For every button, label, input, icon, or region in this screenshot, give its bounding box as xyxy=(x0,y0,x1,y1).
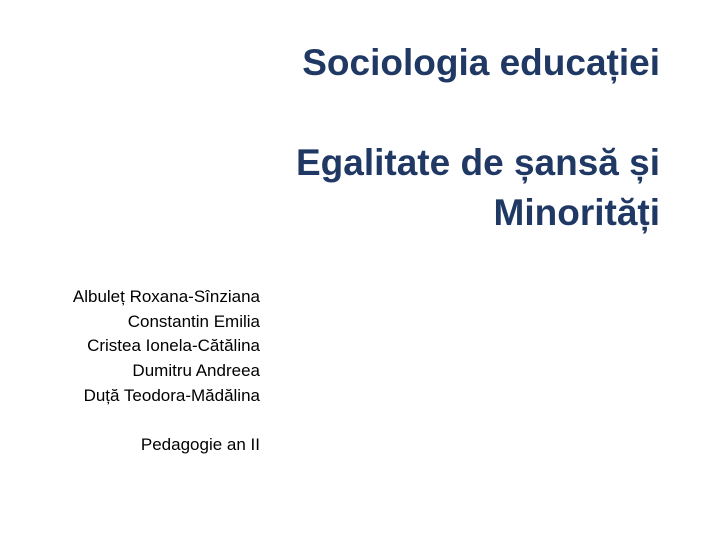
author-spacer xyxy=(60,408,260,433)
author-name-4: Dumitru Andreea xyxy=(60,359,260,384)
authors-footer: Pedagogie an II xyxy=(60,433,260,458)
slide: Sociologia educației Egalitate de șansă … xyxy=(0,0,720,540)
title-spacer xyxy=(60,88,660,138)
title-line-3: Minorități xyxy=(60,188,660,238)
title-line-2: Egalitate de șansă și xyxy=(60,138,660,188)
author-name-1: Albuleț Roxana-Sînziana xyxy=(60,285,260,310)
author-name-3: Cristea Ionela-Cătălina xyxy=(60,334,260,359)
slide-title: Sociologia educației Egalitate de șansă … xyxy=(60,38,660,238)
title-line-1: Sociologia educației xyxy=(60,38,660,88)
authors-block: Albuleț Roxana-Sînziana Constantin Emili… xyxy=(60,285,260,457)
author-name-5: Duță Teodora-Mădălina xyxy=(60,384,260,409)
author-name-2: Constantin Emilia xyxy=(60,310,260,335)
